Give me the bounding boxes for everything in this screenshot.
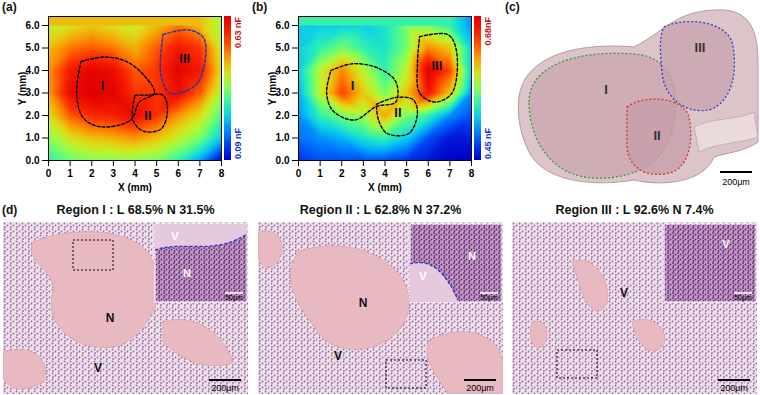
svg-text:200μm: 200μm (720, 383, 748, 393)
svg-text:N: N (106, 311, 115, 325)
svg-text:6: 6 (175, 168, 181, 179)
svg-text:2.0: 2.0 (276, 110, 290, 121)
html-text:(b): (b) (252, 0, 268, 14)
svg-text:8: 8 (219, 168, 225, 179)
svg-text:0: 0 (296, 168, 302, 179)
svg-text:1: 1 (317, 168, 323, 179)
svg-text:2: 2 (339, 168, 345, 179)
svg-text:6.0: 6.0 (26, 20, 40, 31)
svg-text:X (mm): X (mm) (368, 182, 402, 193)
svg-text:II: II (653, 128, 660, 143)
svg-text:I: I (604, 82, 608, 97)
svg-text:200μm: 200μm (466, 383, 494, 393)
svg-text:V: V (620, 286, 628, 300)
svg-text:3.0: 3.0 (26, 87, 40, 98)
svg-text:1.0: 1.0 (276, 132, 290, 143)
svg-text:0.0: 0.0 (26, 155, 40, 166)
html-text:(d): (d) (2, 203, 18, 217)
svg-text:V: V (334, 349, 342, 363)
svg-text:5.0: 5.0 (276, 42, 290, 53)
svg-text:Y (mm): Y (mm) (267, 72, 278, 106)
svg-text:7: 7 (447, 168, 453, 179)
svg-text:V: V (94, 361, 102, 375)
svg-text:1.0: 1.0 (26, 132, 40, 143)
svg-text:0.45 nF: 0.45 nF (483, 127, 493, 159)
html-text:Region III : L 92.6% N 7.4%: Region III : L 92.6% N 7.4% (555, 203, 714, 217)
svg-text:50μm: 50μm (480, 294, 498, 302)
svg-text:50μm: 50μm (734, 294, 752, 302)
svg-text:4: 4 (382, 168, 388, 179)
svg-text:II: II (394, 105, 401, 120)
svg-text:0.0: 0.0 (276, 155, 290, 166)
svg-text:V: V (722, 238, 730, 250)
svg-text:III: III (695, 40, 706, 55)
svg-text:N: N (468, 250, 476, 262)
svg-text:5.0: 5.0 (26, 42, 40, 53)
svg-text:5: 5 (154, 168, 160, 179)
svg-text:0: 0 (46, 168, 52, 179)
html-text:Region II : L 62.8% N 37.2%: Region II : L 62.8% N 37.2% (299, 203, 462, 217)
svg-text:2: 2 (89, 168, 95, 179)
svg-text:1: 1 (67, 168, 73, 179)
svg-text:4.0: 4.0 (276, 65, 290, 76)
svg-text:X (mm): X (mm) (118, 182, 152, 193)
svg-text:3: 3 (111, 168, 117, 179)
svg-text:I: I (101, 78, 105, 93)
html-text:(a): (a) (2, 0, 17, 14)
svg-text:200μm: 200μm (722, 177, 750, 187)
svg-text:Y (mm): Y (mm) (17, 72, 28, 106)
html-text:(c): (c) (505, 0, 520, 14)
svg-text:0.09 nF: 0.09 nF (233, 127, 243, 159)
svg-text:III: III (431, 58, 442, 73)
svg-text:2.0: 2.0 (26, 110, 40, 121)
svg-text:I: I (351, 78, 355, 93)
svg-text:III: III (179, 51, 190, 66)
svg-text:0.68nF: 0.68nF (483, 17, 493, 46)
svg-text:N: N (359, 296, 368, 310)
svg-text:II: II (144, 108, 151, 123)
svg-text:6.0: 6.0 (276, 20, 290, 31)
svg-text:3.0: 3.0 (276, 87, 290, 98)
svg-text:V: V (419, 270, 427, 282)
svg-text:5: 5 (404, 168, 410, 179)
svg-text:8: 8 (469, 168, 475, 179)
svg-text:200μm: 200μm (211, 383, 239, 393)
svg-text:N: N (183, 267, 191, 279)
html-text:Region I : L 68.5% N 31.5%: Region I : L 68.5% N 31.5% (56, 203, 215, 217)
svg-text:0.63 nF: 0.63 nF (233, 17, 243, 49)
svg-text:4.0: 4.0 (26, 65, 40, 76)
svg-text:V: V (171, 230, 179, 242)
svg-text:3: 3 (361, 168, 367, 179)
svg-text:7: 7 (197, 168, 203, 179)
svg-text:6: 6 (425, 168, 431, 179)
svg-text:50μm: 50μm (225, 294, 243, 302)
svg-text:4: 4 (132, 168, 138, 179)
